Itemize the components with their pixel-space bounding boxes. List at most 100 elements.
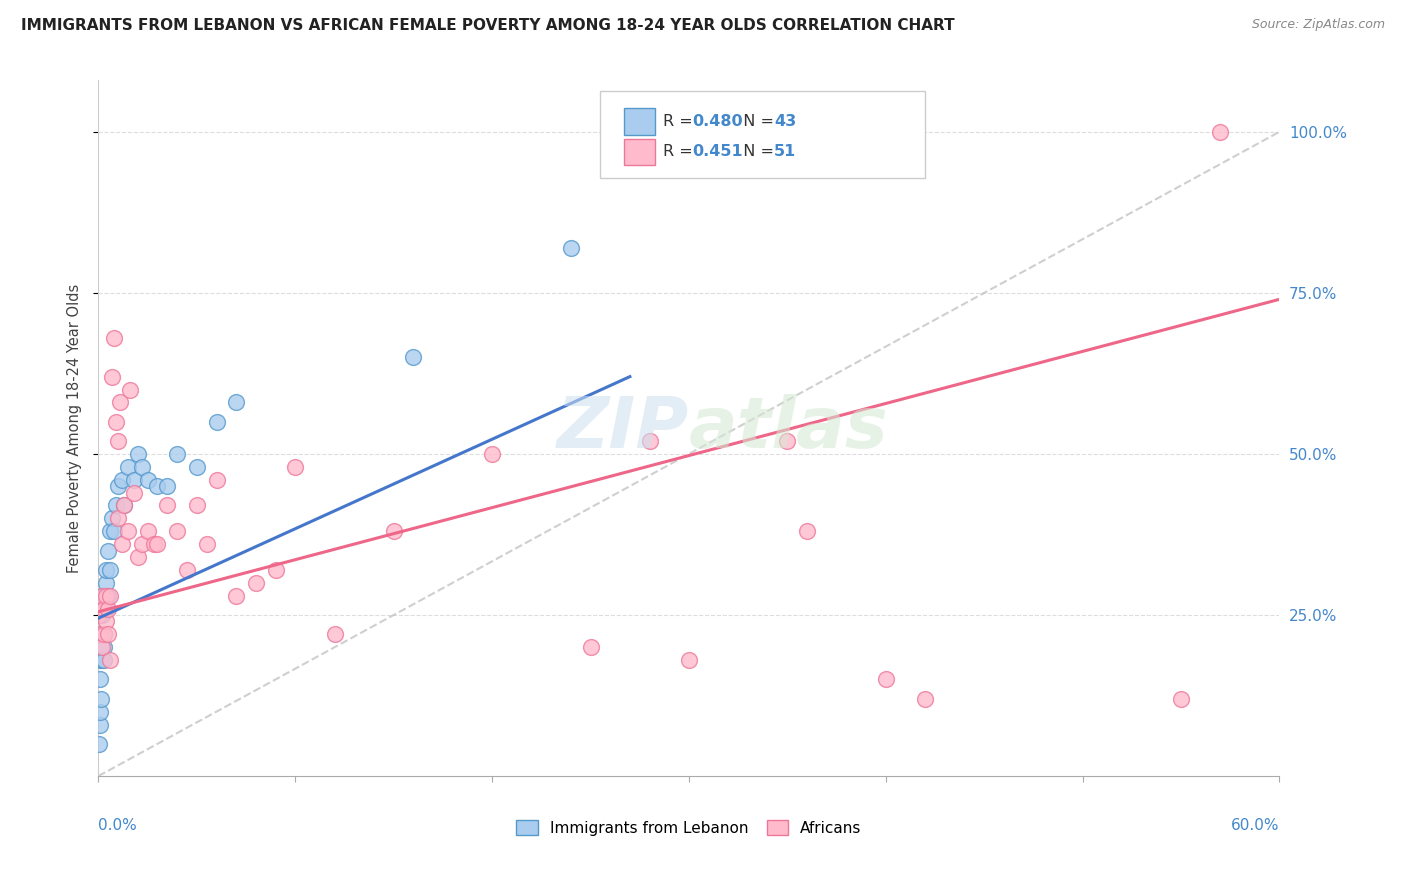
Point bbox=[118, 383, 141, 397]
Point bbox=[96, 575, 118, 590]
Point bbox=[1209, 125, 1232, 139]
Point bbox=[97, 601, 120, 615]
Point bbox=[93, 589, 115, 603]
Point bbox=[579, 640, 602, 655]
Point bbox=[103, 331, 125, 345]
Point bbox=[205, 415, 228, 429]
Point bbox=[101, 511, 124, 525]
Point bbox=[98, 653, 121, 667]
Text: atlas: atlas bbox=[689, 393, 889, 463]
Point bbox=[914, 691, 936, 706]
Text: 60.0%: 60.0% bbox=[1232, 818, 1279, 833]
Point bbox=[90, 627, 112, 641]
Point bbox=[89, 601, 111, 615]
Point bbox=[93, 627, 115, 641]
Point bbox=[638, 434, 661, 448]
Bar bbox=[624, 108, 655, 135]
Point bbox=[98, 563, 121, 577]
Point bbox=[111, 537, 134, 551]
Point bbox=[107, 479, 129, 493]
Y-axis label: Female Poverty Among 18-24 Year Olds: Female Poverty Among 18-24 Year Olds bbox=[67, 284, 83, 573]
Point bbox=[112, 499, 135, 513]
Bar bbox=[624, 139, 655, 165]
Point bbox=[225, 589, 247, 603]
Point bbox=[796, 524, 818, 539]
Point bbox=[96, 615, 118, 629]
Point bbox=[205, 473, 228, 487]
Point bbox=[323, 627, 346, 641]
Point bbox=[136, 473, 159, 487]
Point bbox=[108, 395, 131, 409]
Point bbox=[146, 479, 169, 493]
Point bbox=[107, 511, 129, 525]
Point bbox=[156, 499, 179, 513]
Point bbox=[776, 434, 799, 448]
Point bbox=[89, 673, 111, 687]
Text: R =: R = bbox=[664, 145, 697, 160]
Point bbox=[136, 524, 159, 539]
Point bbox=[111, 473, 134, 487]
Point bbox=[156, 479, 179, 493]
Point bbox=[382, 524, 405, 539]
Point bbox=[93, 601, 115, 615]
Point bbox=[89, 653, 111, 667]
Point bbox=[117, 459, 139, 474]
Text: Source: ZipAtlas.com: Source: ZipAtlas.com bbox=[1251, 18, 1385, 31]
Point bbox=[176, 563, 198, 577]
Point bbox=[112, 499, 135, 513]
Point bbox=[103, 524, 125, 539]
Point bbox=[96, 589, 118, 603]
Point bbox=[284, 459, 307, 474]
Text: 0.451: 0.451 bbox=[693, 145, 744, 160]
Point bbox=[146, 537, 169, 551]
Point bbox=[225, 395, 247, 409]
Point bbox=[264, 563, 287, 577]
Point bbox=[97, 627, 120, 641]
Point bbox=[89, 717, 111, 731]
Point bbox=[90, 691, 112, 706]
Point bbox=[97, 543, 120, 558]
Point bbox=[122, 485, 145, 500]
Point bbox=[91, 589, 114, 603]
Point bbox=[166, 447, 188, 461]
Point bbox=[89, 627, 111, 641]
Point bbox=[481, 447, 503, 461]
FancyBboxPatch shape bbox=[600, 91, 925, 178]
Text: 0.0%: 0.0% bbox=[98, 818, 138, 833]
Point bbox=[245, 575, 267, 590]
Point bbox=[678, 653, 700, 667]
Point bbox=[91, 653, 114, 667]
Point bbox=[98, 589, 121, 603]
Text: R =: R = bbox=[664, 114, 697, 128]
Point bbox=[89, 737, 111, 751]
Point bbox=[96, 563, 118, 577]
Point bbox=[91, 640, 114, 655]
Text: 0.480: 0.480 bbox=[693, 114, 744, 128]
Point bbox=[127, 447, 149, 461]
Point bbox=[90, 640, 112, 655]
Point bbox=[93, 601, 115, 615]
Point bbox=[131, 459, 153, 474]
Point bbox=[89, 607, 111, 622]
Point bbox=[91, 627, 114, 641]
Point bbox=[93, 640, 115, 655]
Point bbox=[105, 499, 128, 513]
Point bbox=[91, 607, 114, 622]
Point bbox=[101, 369, 124, 384]
Text: N =: N = bbox=[733, 145, 779, 160]
Point bbox=[127, 549, 149, 564]
Text: 43: 43 bbox=[773, 114, 796, 128]
Text: ZIP: ZIP bbox=[557, 393, 689, 463]
Point bbox=[402, 351, 425, 365]
Point bbox=[93, 627, 115, 641]
Point bbox=[107, 434, 129, 448]
Point bbox=[89, 705, 111, 719]
Point bbox=[875, 673, 897, 687]
Point bbox=[96, 601, 118, 615]
Point bbox=[560, 241, 582, 255]
Point bbox=[166, 524, 188, 539]
Point bbox=[117, 524, 139, 539]
Text: IMMIGRANTS FROM LEBANON VS AFRICAN FEMALE POVERTY AMONG 18-24 YEAR OLDS CORRELAT: IMMIGRANTS FROM LEBANON VS AFRICAN FEMAL… bbox=[21, 18, 955, 33]
Point bbox=[97, 589, 120, 603]
Point bbox=[131, 537, 153, 551]
